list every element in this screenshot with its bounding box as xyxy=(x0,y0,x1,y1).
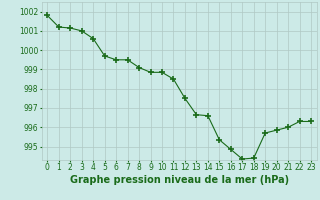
X-axis label: Graphe pression niveau de la mer (hPa): Graphe pression niveau de la mer (hPa) xyxy=(70,175,289,185)
